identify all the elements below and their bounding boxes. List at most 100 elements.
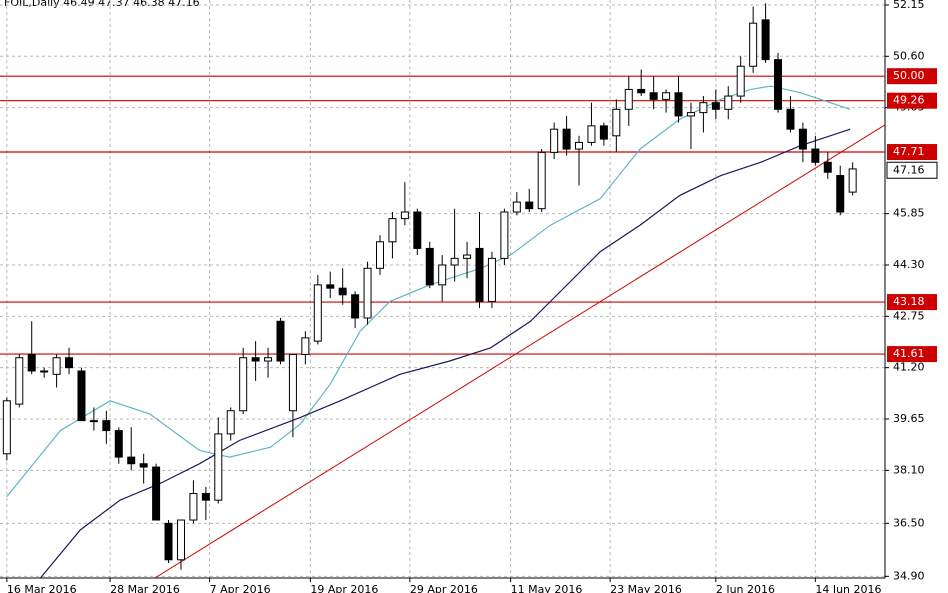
candle — [189, 480, 198, 524]
candle — [326, 271, 335, 299]
candle-body — [15, 357, 24, 405]
y-tick-label: 38.10 — [893, 463, 925, 476]
candle-body — [338, 287, 347, 296]
candle-body — [326, 284, 335, 289]
candle-body — [774, 59, 783, 110]
candle-body — [251, 357, 260, 362]
candle — [836, 165, 845, 216]
candle — [338, 268, 347, 305]
last-price-box — [886, 161, 938, 179]
candle — [363, 261, 372, 325]
candle — [798, 122, 807, 163]
chart-title: FOIL,Daily 46.49 47.37 46.38 47.16 — [4, 0, 200, 9]
x-tick-label: 7 Apr 2016 — [210, 583, 271, 593]
candle — [438, 255, 447, 302]
candle-body — [77, 370, 86, 422]
level-label-box — [887, 294, 937, 311]
y-tick-label: 34.90 — [893, 569, 925, 582]
candle-body — [27, 353, 36, 372]
candle-body — [649, 92, 658, 100]
candle — [761, 3, 770, 63]
candle-body — [487, 257, 496, 302]
candle — [176, 519, 185, 570]
candle — [102, 410, 111, 444]
candle — [375, 235, 384, 275]
candle-body — [375, 241, 384, 269]
candle — [811, 135, 820, 166]
candle — [276, 317, 285, 365]
candle-body — [699, 102, 708, 114]
candle-body — [52, 357, 61, 375]
candle — [612, 99, 621, 153]
candle — [40, 367, 49, 378]
candle-body — [848, 168, 857, 193]
candle — [575, 135, 584, 186]
candle — [848, 162, 857, 196]
level-label: 49.26 — [893, 94, 925, 107]
candle-body — [612, 108, 621, 137]
candle — [749, 6, 758, 73]
candle-body — [400, 211, 409, 220]
candle-body — [226, 410, 235, 435]
level-label-box — [887, 144, 937, 161]
candle-body — [512, 201, 521, 213]
candle-body — [189, 493, 198, 521]
candle-body — [176, 519, 185, 561]
y-tick-label: 45.85 — [893, 207, 925, 220]
candle — [152, 463, 161, 521]
candle — [624, 76, 633, 126]
candle — [2, 397, 11, 461]
moving-average — [39, 128, 851, 579]
candle — [15, 354, 24, 408]
candle — [450, 208, 459, 282]
x-tick-label: 28 Mar 2016 — [110, 583, 180, 593]
y-tick-label: 42.75 — [893, 309, 925, 322]
y-tick-label: 52.15 — [893, 0, 925, 11]
candle-body — [836, 175, 845, 213]
candle-body — [201, 493, 210, 501]
candle — [774, 52, 783, 113]
candle-body — [500, 211, 509, 259]
level-label: 50.00 — [893, 69, 925, 82]
candle-body — [313, 284, 322, 342]
candle — [823, 152, 832, 179]
candle-body — [276, 320, 285, 362]
candle — [114, 427, 123, 464]
y-tick-label: 39.65 — [893, 412, 925, 425]
trendline — [154, 124, 886, 579]
candle-body — [438, 264, 447, 286]
candle-body — [599, 125, 608, 140]
candle — [400, 182, 409, 226]
candle — [724, 86, 733, 120]
candle-body — [724, 95, 733, 110]
candle-body — [761, 19, 770, 61]
x-tick-label: 19 Apr 2016 — [310, 583, 378, 593]
candle-body — [239, 357, 248, 412]
candle-body — [301, 337, 310, 355]
y-tick-label: 41.20 — [893, 361, 925, 374]
candle-body — [562, 128, 571, 150]
candle-body — [351, 294, 360, 319]
level-label-box — [887, 92, 937, 109]
candle — [537, 149, 546, 212]
candle-body — [40, 370, 49, 373]
candle — [487, 251, 496, 309]
level-label: 47.71 — [893, 145, 925, 158]
candle — [413, 208, 422, 256]
x-tick-label: 23 May 2016 — [610, 583, 682, 593]
candle — [264, 347, 273, 378]
candle — [562, 115, 571, 156]
candle-body — [587, 125, 596, 143]
candle-body — [686, 112, 695, 117]
candle — [587, 102, 596, 146]
level-label-box — [887, 346, 937, 363]
candle — [699, 96, 708, 133]
level-label: 43.18 — [893, 295, 925, 308]
candle-body — [114, 430, 123, 458]
candle — [388, 211, 397, 259]
y-tick-label: 44.30 — [893, 258, 925, 271]
candle — [512, 192, 521, 216]
candle — [226, 407, 235, 441]
candle — [649, 76, 658, 110]
